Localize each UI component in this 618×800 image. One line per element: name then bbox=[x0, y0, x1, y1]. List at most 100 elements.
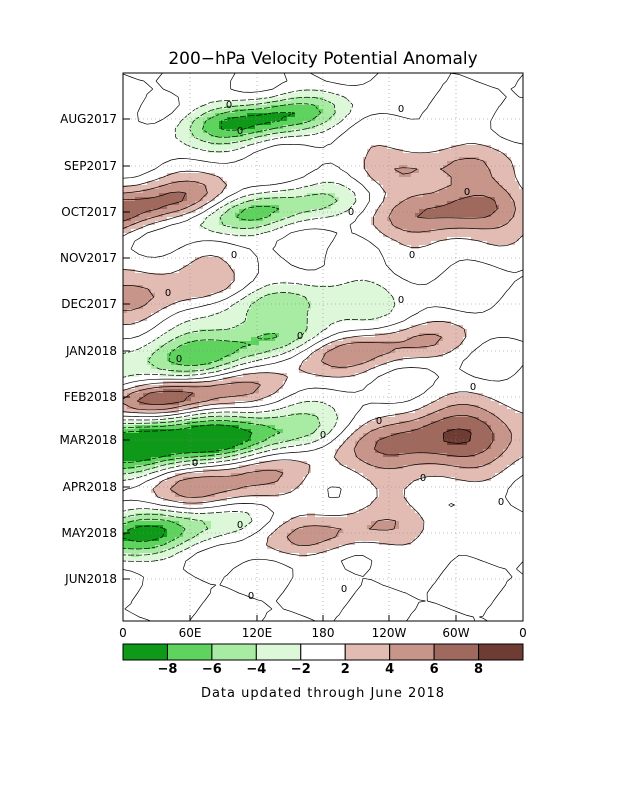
field-cell bbox=[515, 233, 519, 237]
field-cell bbox=[235, 313, 239, 317]
field-cell bbox=[171, 357, 175, 361]
field-cell bbox=[175, 129, 179, 133]
field-cell bbox=[323, 105, 327, 109]
field-cell bbox=[255, 229, 259, 233]
field-cell bbox=[399, 189, 403, 193]
field-cell bbox=[507, 445, 511, 449]
field-cell bbox=[235, 125, 239, 129]
field-cell bbox=[443, 457, 447, 461]
field-cell bbox=[219, 349, 223, 353]
field-cell bbox=[343, 357, 347, 361]
field-cell bbox=[395, 189, 399, 193]
field-cell bbox=[451, 425, 455, 429]
field-cell bbox=[323, 185, 327, 189]
field-cell bbox=[247, 305, 251, 309]
field-cell bbox=[171, 449, 175, 453]
field-cell bbox=[143, 281, 147, 285]
field-cell bbox=[319, 293, 323, 297]
field-cell bbox=[155, 345, 159, 349]
field-cell bbox=[411, 225, 415, 229]
field-cell bbox=[163, 297, 167, 301]
field-cell bbox=[459, 341, 463, 345]
field-cell bbox=[435, 425, 439, 429]
field-cell bbox=[415, 325, 419, 329]
field-cell bbox=[451, 329, 455, 333]
field-cell bbox=[451, 181, 455, 185]
field-cell bbox=[399, 469, 403, 473]
field-cell bbox=[239, 133, 243, 137]
field-cell bbox=[515, 237, 519, 241]
field-cell bbox=[227, 389, 231, 393]
field-cell bbox=[387, 421, 391, 425]
field-cell bbox=[379, 337, 383, 341]
field-cell bbox=[135, 409, 139, 413]
field-cell bbox=[263, 333, 267, 337]
field-cell bbox=[155, 285, 159, 289]
field-cell bbox=[271, 433, 275, 437]
field-cell bbox=[395, 173, 399, 177]
field-cell bbox=[143, 285, 147, 289]
field-cell bbox=[387, 229, 391, 233]
field-cell bbox=[439, 469, 443, 473]
field-cell bbox=[359, 313, 363, 317]
field-cell bbox=[463, 437, 467, 441]
field-cell bbox=[195, 417, 199, 421]
field-cell bbox=[263, 433, 267, 437]
field-cell bbox=[183, 333, 187, 337]
field-cell bbox=[459, 457, 463, 461]
field-cell bbox=[167, 477, 171, 481]
field-cell bbox=[135, 289, 139, 293]
field-cell bbox=[503, 161, 507, 165]
field-cell bbox=[371, 433, 375, 437]
field-cell bbox=[423, 337, 427, 341]
field-cell bbox=[515, 217, 519, 221]
field-cell bbox=[223, 381, 227, 385]
field-cell bbox=[423, 177, 427, 181]
field-cell bbox=[243, 453, 247, 457]
field-cell bbox=[351, 461, 355, 465]
field-cell bbox=[395, 217, 399, 221]
field-cell bbox=[151, 297, 155, 301]
field-cell bbox=[467, 397, 471, 401]
field-cell bbox=[251, 105, 255, 109]
field-cell bbox=[483, 425, 487, 429]
field-cell bbox=[495, 441, 499, 445]
field-cell bbox=[463, 209, 467, 213]
field-cell bbox=[271, 193, 275, 197]
field-cell bbox=[407, 225, 411, 229]
field-cell bbox=[307, 93, 311, 97]
field-cell bbox=[219, 221, 223, 225]
field-cell bbox=[431, 321, 435, 325]
field-cell bbox=[331, 93, 335, 97]
field-cell bbox=[467, 425, 471, 429]
field-cell bbox=[243, 353, 247, 357]
field-cell bbox=[315, 369, 319, 373]
field-cell bbox=[183, 297, 187, 301]
field-cell bbox=[475, 473, 479, 477]
field-cell bbox=[407, 197, 411, 201]
field-cell bbox=[299, 129, 303, 133]
field-cell bbox=[499, 213, 503, 217]
field-cell bbox=[151, 449, 155, 453]
field-cell bbox=[127, 197, 131, 201]
field-cell bbox=[343, 105, 347, 109]
field-cell bbox=[239, 121, 243, 125]
field-cell bbox=[203, 281, 207, 285]
field-cell bbox=[427, 241, 431, 245]
field-cell bbox=[279, 473, 283, 477]
field-cell bbox=[279, 133, 283, 137]
field-cell bbox=[415, 185, 419, 189]
field-cell bbox=[235, 361, 239, 365]
field-cell bbox=[127, 353, 131, 357]
field-cell bbox=[283, 465, 287, 469]
field-cell bbox=[131, 389, 135, 393]
field-cell bbox=[151, 453, 155, 457]
field-cell bbox=[315, 113, 319, 117]
field-cell bbox=[247, 413, 251, 417]
field-cell bbox=[319, 197, 323, 201]
field-cell bbox=[371, 169, 375, 173]
field-cell bbox=[459, 409, 463, 413]
field-cell bbox=[411, 441, 415, 445]
field-cell bbox=[451, 345, 455, 349]
field-cell bbox=[435, 329, 439, 333]
